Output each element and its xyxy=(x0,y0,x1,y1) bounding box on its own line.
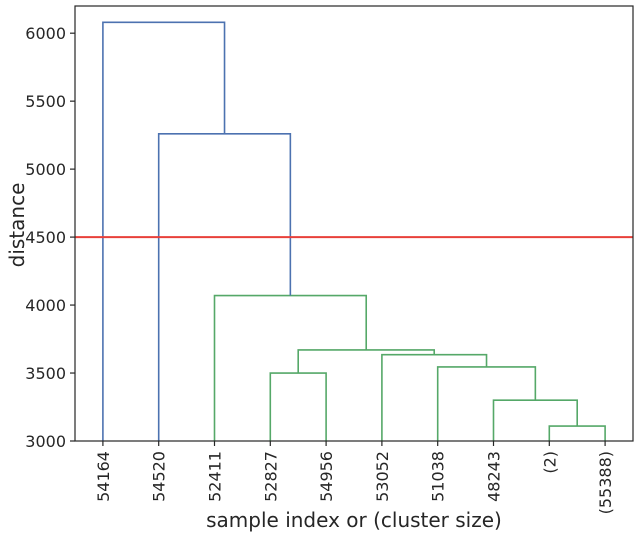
leaf-label: 48243 xyxy=(485,451,504,502)
dendrogram-links xyxy=(102,21,606,441)
dendrogram-link-2 xyxy=(436,366,537,441)
y-tick-label: 3500 xyxy=(25,364,66,383)
dendrogram-link-5 xyxy=(297,349,436,374)
plot-frame xyxy=(74,5,634,442)
leaf-label: 52411 xyxy=(206,451,225,502)
y-tick-label: 4000 xyxy=(25,296,66,315)
y-tick-label: 3000 xyxy=(25,432,66,451)
leaf-label: 52827 xyxy=(261,451,280,502)
leaf-label: 54520 xyxy=(150,451,169,502)
dendrogram-link-1 xyxy=(492,399,578,441)
y-tick-label: 5500 xyxy=(25,92,66,111)
leaf-label: (55388) xyxy=(596,451,615,514)
x-axis-title: sample index or (cluster size) xyxy=(206,508,502,532)
y-axis: 3000 3500 4000 4500 5000 5500 6000 xyxy=(25,24,75,451)
y-tick-label: 5000 xyxy=(25,160,66,179)
dendrogram-link-0 xyxy=(548,425,606,441)
dendrogram-link-4 xyxy=(269,372,327,441)
y-tick-label: 4500 xyxy=(25,228,66,247)
dendrogram-link-3 xyxy=(381,353,488,441)
y-tick-label: 6000 xyxy=(25,24,66,43)
leaf-label: (2) xyxy=(540,451,559,474)
x-axis: 54164 54520 52411 52827 54956 53052 51038 48243… xyxy=(94,441,615,514)
y-axis-title: distance xyxy=(5,183,29,268)
leaf-label: 53052 xyxy=(373,451,392,502)
leaf-label: 54956 xyxy=(317,451,336,502)
leaf-label: 54164 xyxy=(94,451,113,502)
dendrogram-link-8 xyxy=(102,21,226,441)
dendrogram-link-6 xyxy=(213,294,368,441)
leaf-label: 51038 xyxy=(429,451,448,502)
